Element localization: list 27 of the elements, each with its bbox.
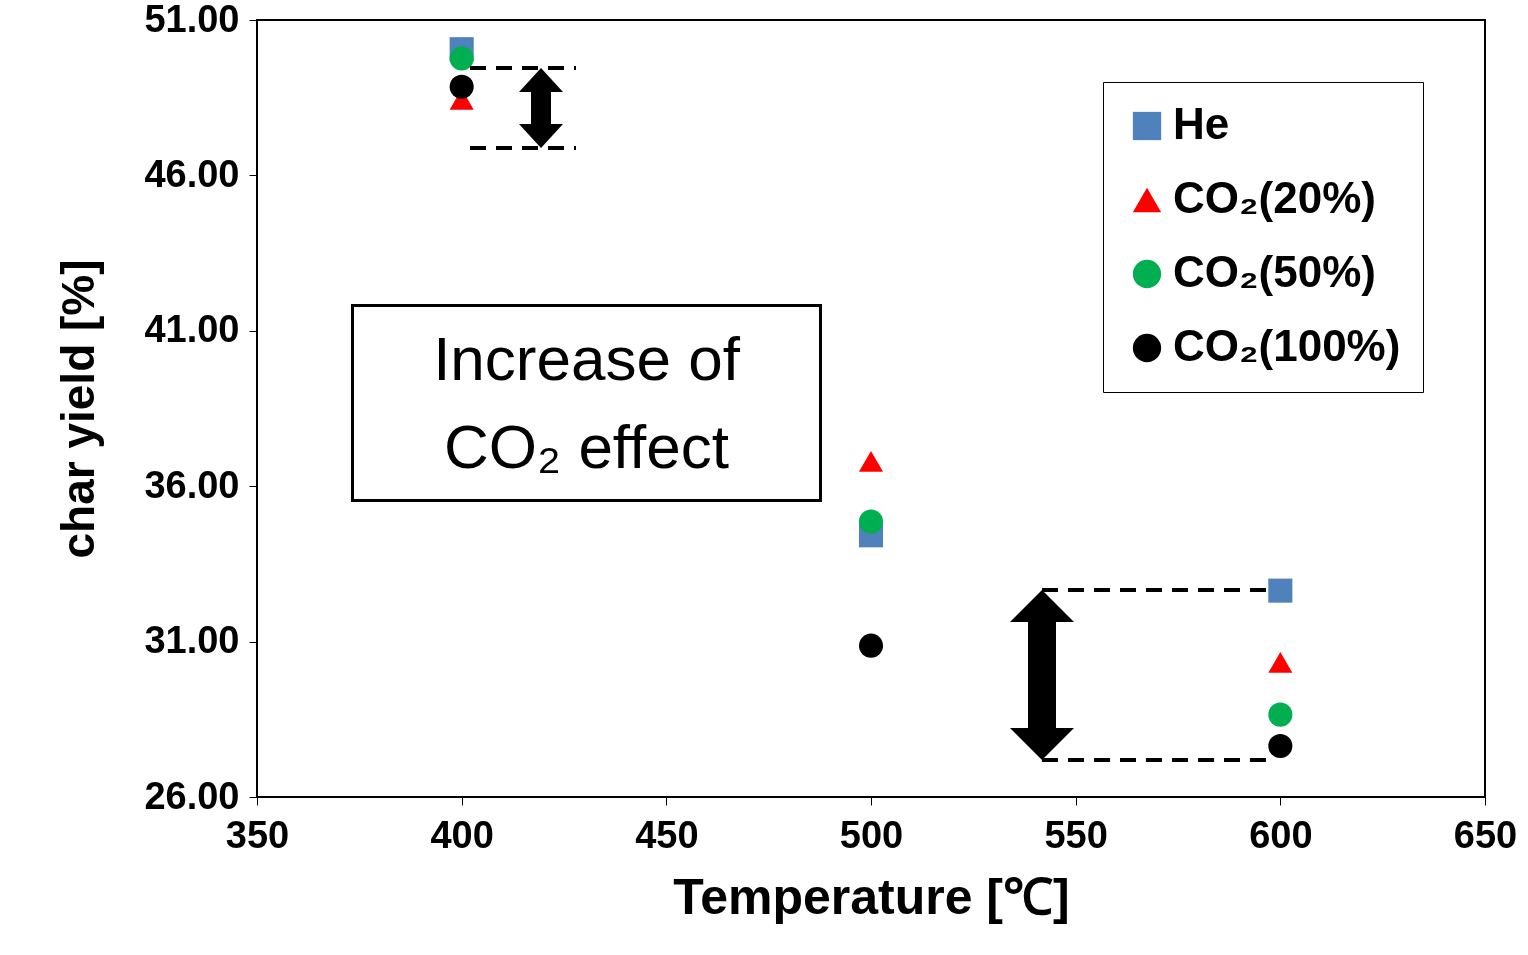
point <box>858 450 884 472</box>
y-axis-title: char yield [%] <box>52 259 105 559</box>
point <box>449 46 474 71</box>
point <box>1268 734 1293 759</box>
x-tick-label: 450 <box>635 813 699 856</box>
point <box>449 74 474 99</box>
y-tick-label: 36.00 <box>144 463 240 506</box>
legend-label: CO₂(20%) <box>1173 173 1376 222</box>
legend-label: CO₂(100%) <box>1173 321 1401 370</box>
point <box>858 633 884 658</box>
x-tick-label: 650 <box>1453 813 1518 856</box>
legend-label: He <box>1173 99 1230 148</box>
y-tick-label: 41.00 <box>144 308 240 351</box>
point <box>858 509 884 534</box>
point <box>1268 702 1293 727</box>
x-tick-label: 550 <box>1044 813 1108 856</box>
legend-label: CO₂(50%) <box>1173 247 1376 296</box>
y-tick-label: 46.00 <box>144 152 240 195</box>
x-axis-title: Temperature [℃] <box>673 868 1070 925</box>
y-tick-label: 51.00 <box>144 0 240 40</box>
x-tick-label: 600 <box>1249 813 1313 856</box>
y-tick-label: 31.00 <box>144 619 240 662</box>
point <box>1268 652 1293 673</box>
x-tick-label: 500 <box>839 813 904 856</box>
annotation: Increase of CO₂ effect <box>351 304 822 502</box>
x-tick-label: 400 <box>430 813 494 856</box>
point <box>1268 578 1293 603</box>
